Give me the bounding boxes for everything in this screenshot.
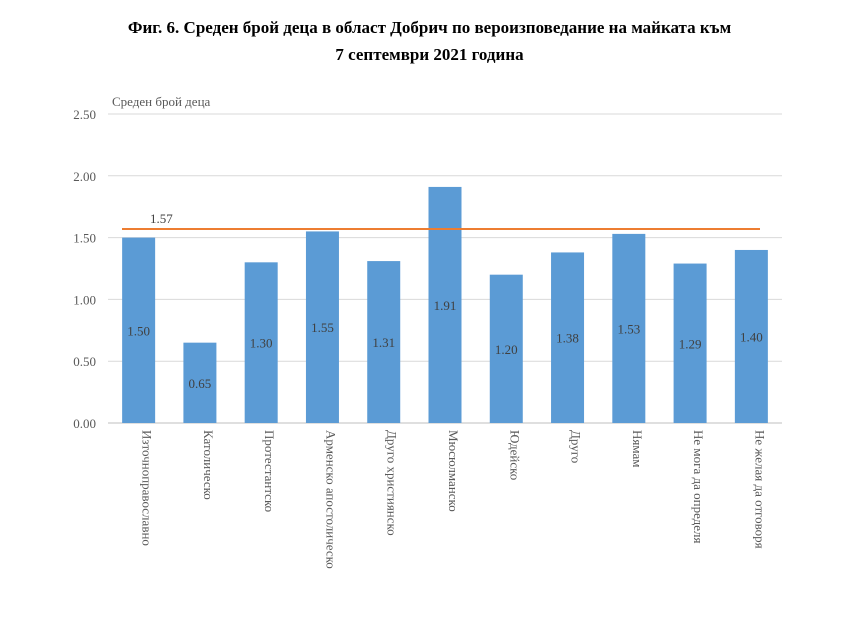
x-tick-label: Не мога да определя (691, 430, 706, 544)
x-tick-label: Друго (569, 430, 584, 463)
y-tick-label: 2.50 (73, 107, 96, 122)
bar (122, 237, 156, 423)
data-label: 1.38 (556, 331, 579, 346)
data-label: 1.31 (372, 335, 395, 350)
y-tick-label: 1.50 (73, 231, 96, 246)
reference-line-label: 1.57 (150, 211, 173, 226)
y-tick-label: 0.50 (73, 354, 96, 369)
data-label: 1.50 (127, 323, 150, 338)
y-tick-label: 2.00 (73, 169, 96, 184)
data-label: 1.91 (434, 298, 457, 313)
bar (244, 262, 278, 423)
data-label: 1.40 (740, 329, 763, 344)
bar (183, 342, 217, 423)
bar (489, 274, 523, 423)
data-label: 0.65 (189, 376, 212, 391)
bar (612, 233, 646, 423)
x-tick-label: Юдейско (507, 430, 522, 480)
x-tick-labels: Източноправославно Католическо Протестантс… (140, 430, 768, 569)
chart-title-line-2: 7 септември 2021 година (335, 45, 524, 64)
data-labels: 1.50 0.65 1.30 1.55 1.31 1.91 1.20 1.38 1.53 1.29… (127, 298, 762, 391)
x-tick-label: Друго християнско (385, 430, 400, 536)
x-tick-label: Католическо (201, 430, 216, 500)
data-label: 1.55 (311, 320, 334, 335)
bars (122, 186, 768, 423)
x-tick-label: Не желая да отговоря (752, 430, 767, 549)
x-tick-label: Мюсюлманско (446, 430, 461, 512)
x-tick-label: Нямам (630, 430, 645, 468)
y-tick-label: 0.00 (73, 416, 96, 431)
data-label: 1.30 (250, 336, 273, 351)
bar (367, 261, 401, 423)
bar (305, 231, 339, 423)
chart-title: Фиг. 6. Среден брой деца в област Добрич… (0, 14, 859, 68)
x-tick-label: Източноправославно (140, 430, 155, 546)
data-label: 1.20 (495, 342, 518, 357)
data-label: 1.53 (617, 321, 640, 336)
chart-title-line-1: Фиг. 6. Среден брой деца в област Добрич… (127, 18, 732, 37)
x-tick-label: Арменско апостолическо (323, 430, 338, 569)
y-axis-label: Среден брой деца (112, 94, 211, 109)
bar (428, 186, 462, 423)
bar (551, 252, 585, 423)
bar (734, 249, 768, 423)
y-tick-label: 1.00 (73, 292, 96, 307)
reference-line-group: 1.57 (122, 211, 760, 230)
y-tick-labels: 0.00 0.50 1.00 1.50 2.00 2.50 (73, 107, 96, 431)
bar (673, 263, 707, 423)
data-label: 1.29 (679, 336, 702, 351)
x-tick-label: Протестантско (262, 430, 277, 512)
